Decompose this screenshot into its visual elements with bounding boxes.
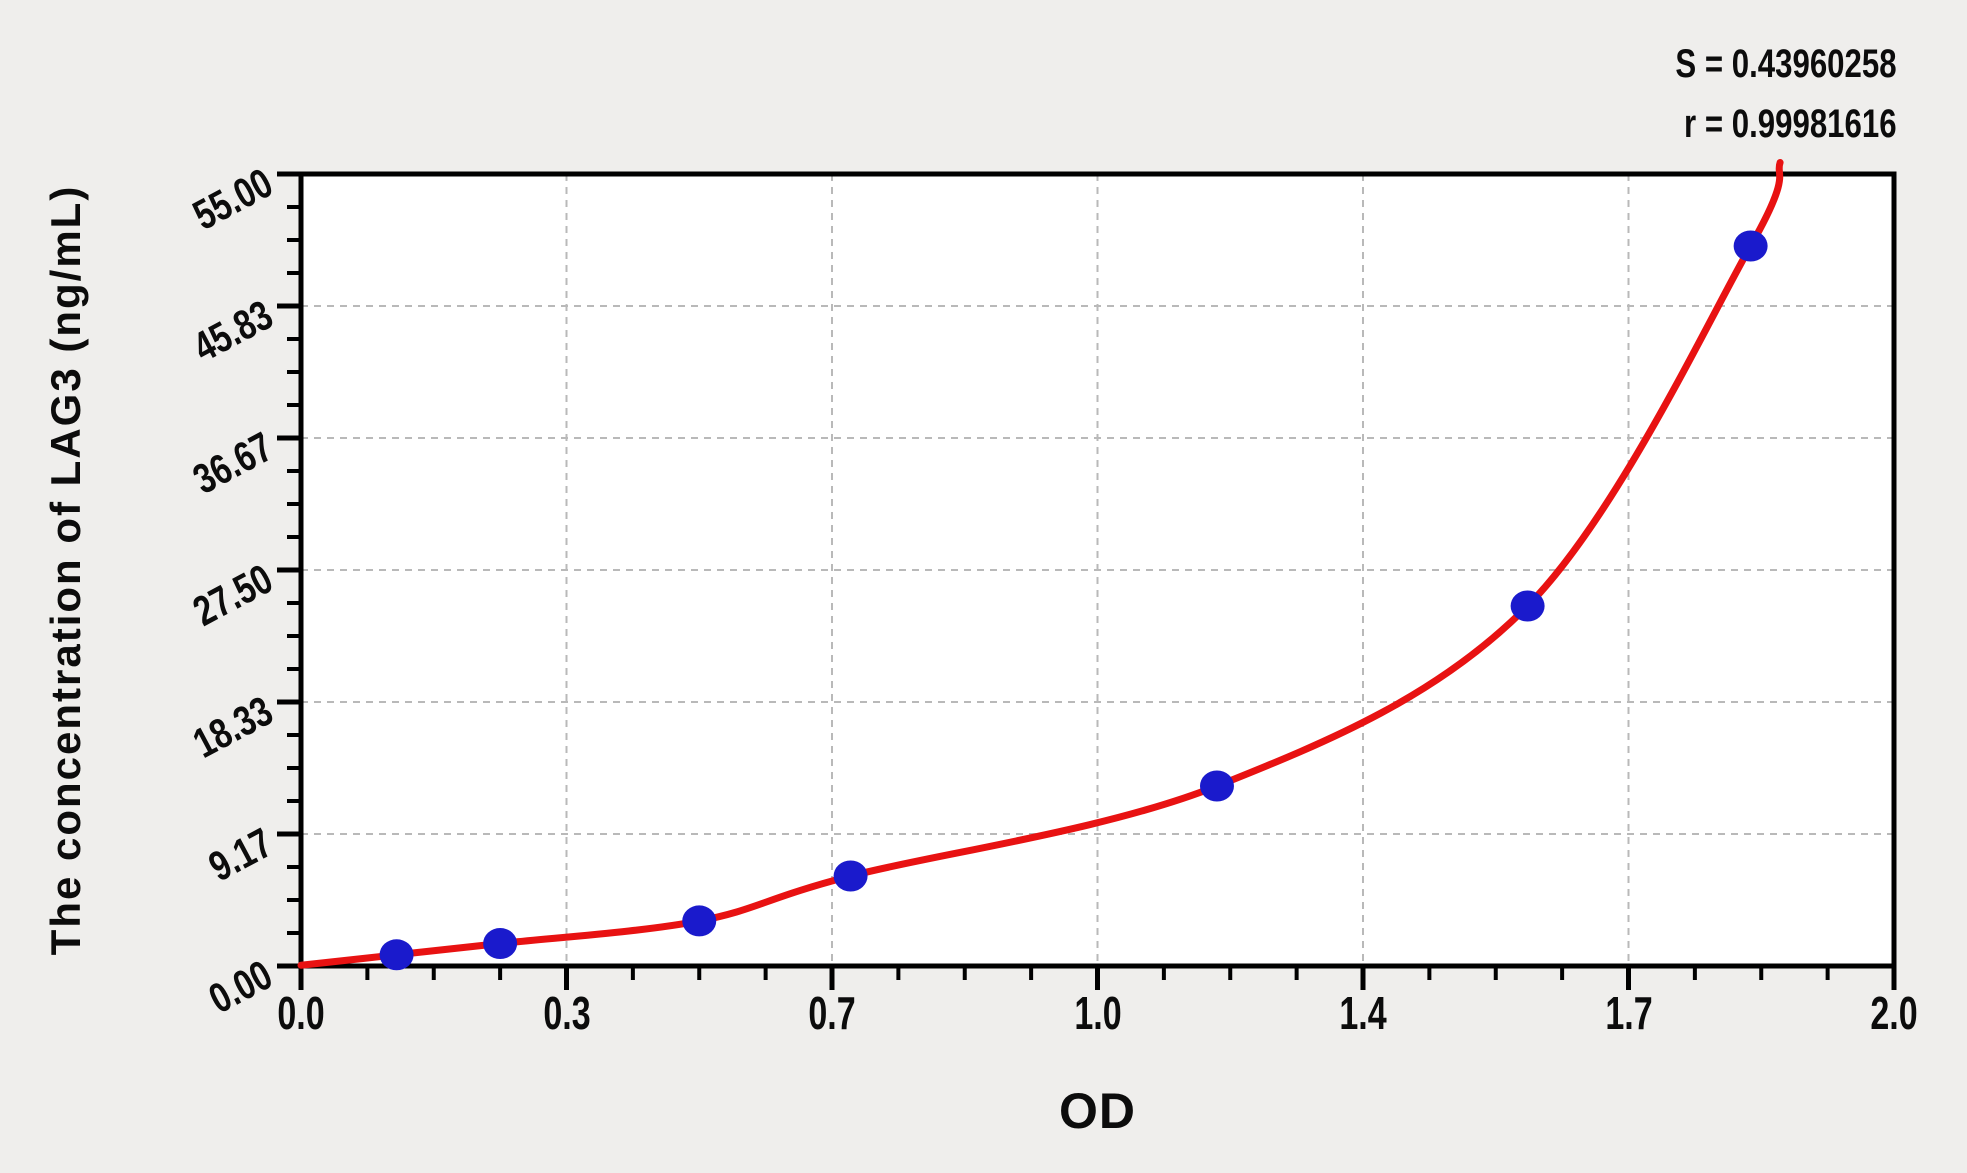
data-point xyxy=(379,939,414,971)
data-point xyxy=(682,905,717,937)
stats-block: S = 0.43960258 r = 0.99981616 xyxy=(1676,34,1897,154)
x-axis-title: OD xyxy=(1059,1083,1136,1139)
x-axis-tick-label: 1.0 xyxy=(1073,987,1122,1039)
stats-s-value: S = 0.43960258 xyxy=(1675,42,1897,86)
x-axis-tick-label: 0.7 xyxy=(808,987,856,1039)
x-axis-tick-label: 2.0 xyxy=(1870,987,1918,1039)
x-axis-tick-label: 1.7 xyxy=(1604,987,1653,1039)
data-point xyxy=(833,860,868,892)
x-axis-tick-label: 0.3 xyxy=(542,987,591,1039)
data-point xyxy=(483,928,518,960)
data-point xyxy=(1199,770,1234,802)
data-point xyxy=(1733,230,1768,262)
y-axis-title: The concentration of LAG3 (ng/mL) xyxy=(42,184,89,956)
stats-r-value: r = 0.99981616 xyxy=(1684,102,1897,146)
x-axis-tick-label: 0.0 xyxy=(277,987,325,1039)
axis-border xyxy=(298,171,1897,969)
data-point xyxy=(1510,590,1545,622)
x-axis-tick-label: 1.4 xyxy=(1339,987,1387,1039)
